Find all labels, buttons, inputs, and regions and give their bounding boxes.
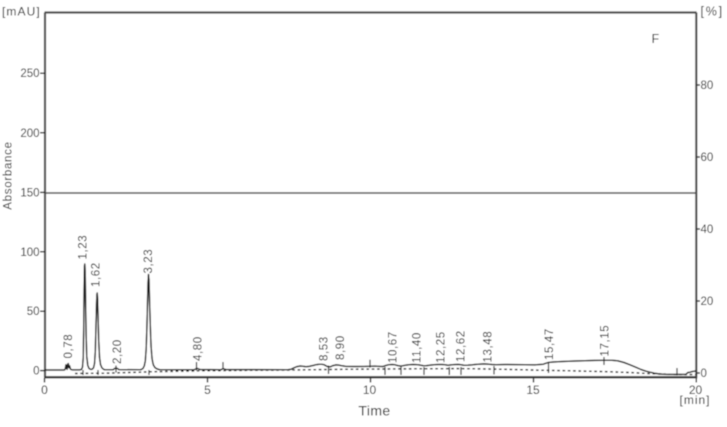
svg-text:5: 5: [204, 383, 211, 397]
svg-text:0: 0: [701, 368, 707, 380]
svg-text:Time: Time: [358, 403, 390, 419]
svg-text:15,47: 15,47: [544, 328, 556, 360]
svg-text:F: F: [652, 32, 660, 46]
svg-text:17,15: 17,15: [600, 325, 612, 357]
svg-text:1,23: 1,23: [78, 235, 90, 260]
svg-text:[mAU]: [mAU]: [2, 5, 41, 19]
svg-text:Absorbance: Absorbance: [3, 141, 15, 209]
svg-text:12,62: 12,62: [456, 330, 468, 362]
svg-text:200: 200: [20, 128, 39, 140]
svg-text:4,80: 4,80: [193, 336, 205, 361]
svg-text:150: 150: [20, 187, 39, 199]
svg-text:50: 50: [27, 306, 40, 318]
svg-text:10,67: 10,67: [388, 331, 400, 363]
svg-text:250: 250: [20, 68, 39, 80]
svg-text:8,53: 8,53: [319, 336, 331, 361]
svg-text:12,25: 12,25: [436, 331, 448, 363]
svg-text:[min]: [min]: [679, 393, 710, 407]
svg-text:20: 20: [701, 296, 714, 308]
svg-text:2,20: 2,20: [112, 339, 124, 364]
svg-text:40: 40: [701, 224, 714, 236]
svg-text:0,78: 0,78: [63, 334, 75, 359]
svg-text:0: 0: [33, 366, 39, 378]
svg-text:10: 10: [363, 383, 377, 397]
svg-text:1,62: 1,62: [91, 262, 103, 287]
svg-text:80: 80: [701, 80, 714, 92]
svg-text:60: 60: [701, 152, 714, 164]
svg-text:13,48: 13,48: [483, 331, 495, 363]
svg-text:0: 0: [41, 383, 48, 397]
svg-text:8,90: 8,90: [335, 335, 347, 360]
svg-text:100: 100: [20, 247, 39, 259]
svg-text:15: 15: [526, 383, 540, 397]
svg-text:[%]: [%]: [701, 5, 724, 19]
svg-text:20: 20: [689, 383, 703, 397]
svg-text:3,23: 3,23: [143, 249, 155, 274]
svg-text:11,40: 11,40: [412, 332, 424, 363]
